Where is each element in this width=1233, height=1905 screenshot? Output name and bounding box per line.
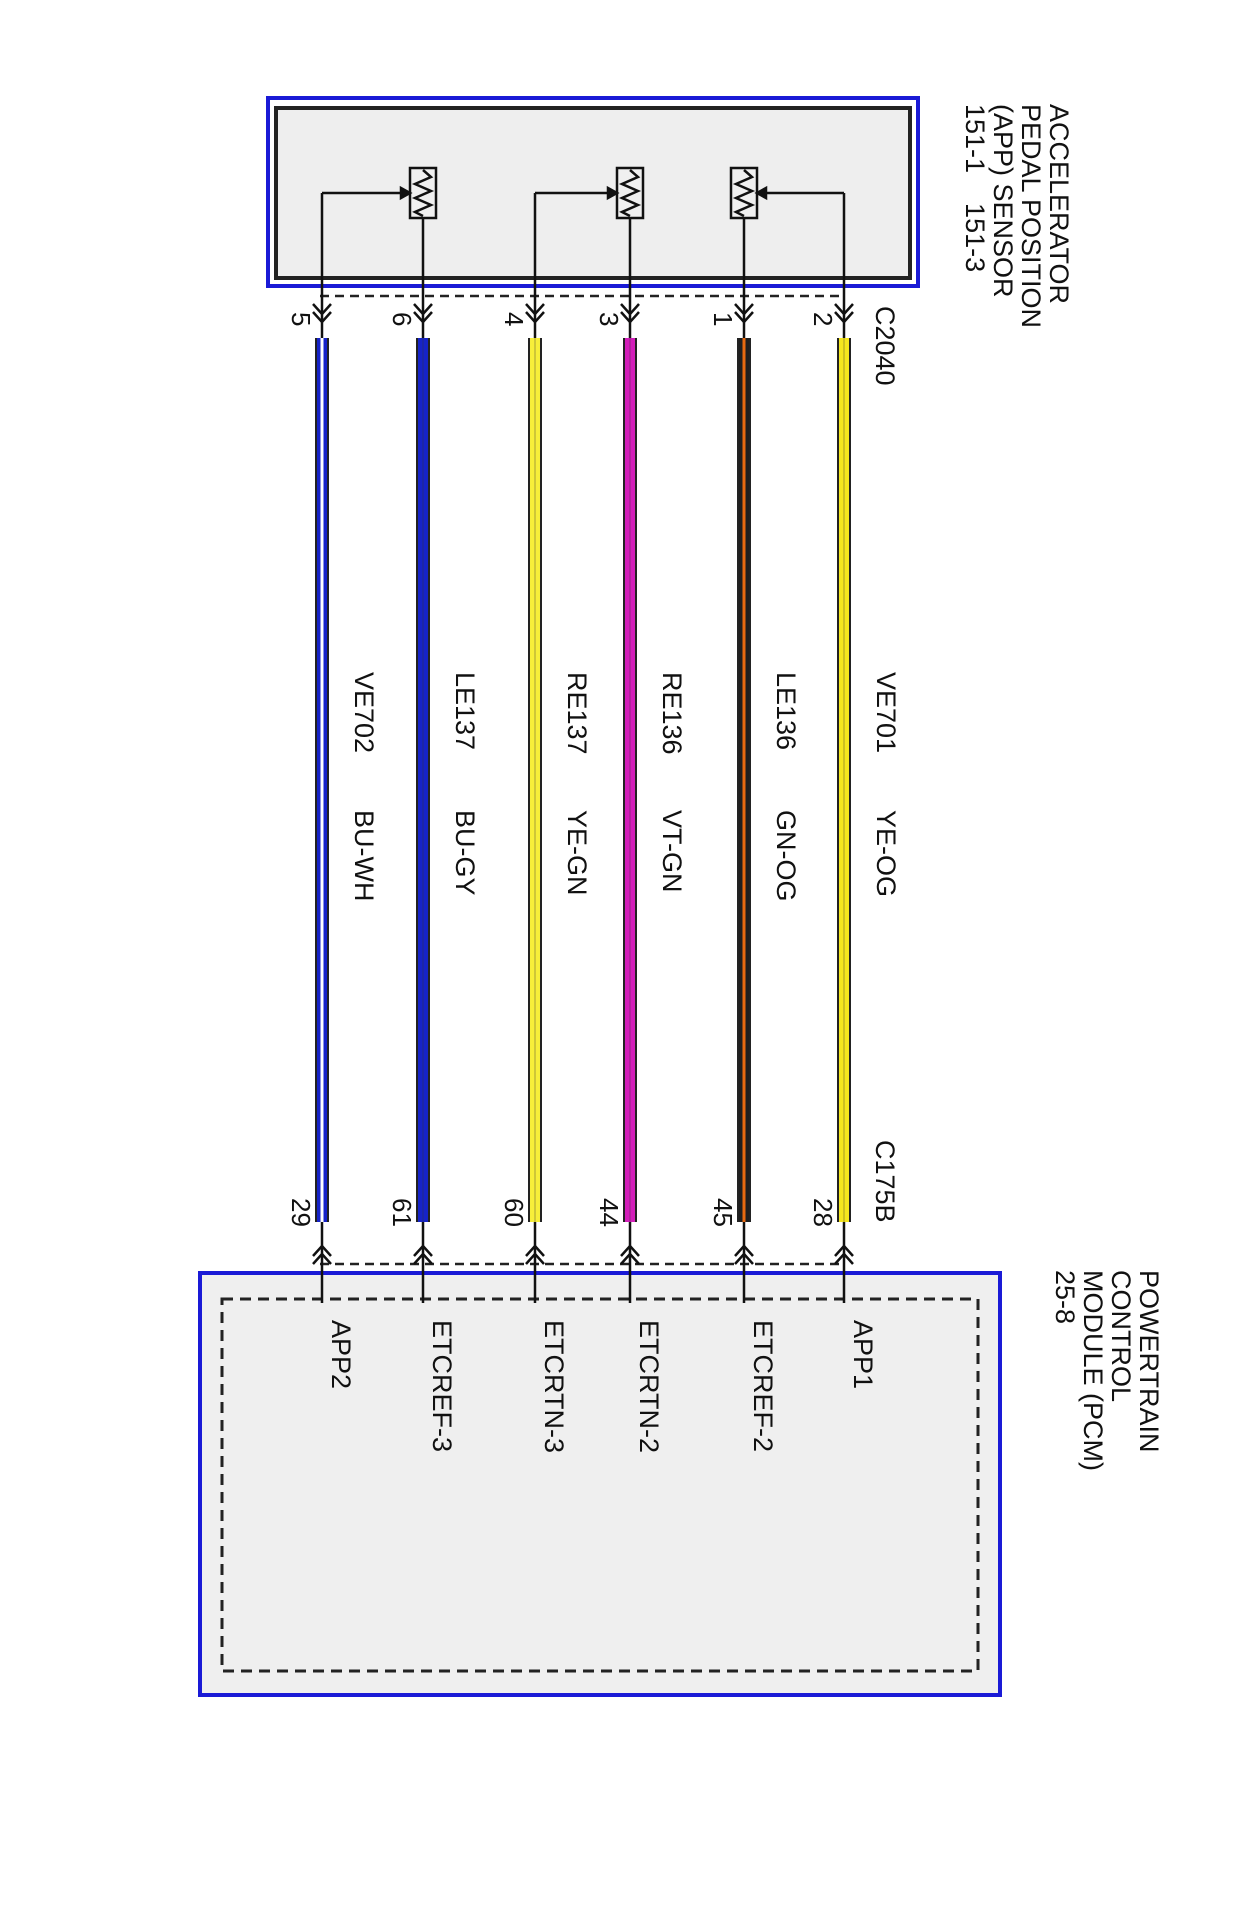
pcm-signal-ETCRTN-3: ETCRTN-3 <box>539 1320 569 1453</box>
pcm-outer-box <box>198 1271 1002 1697</box>
pin-chevron-top-LE137 <box>413 303 433 324</box>
pin-chevron-top-LE136 <box>734 303 754 324</box>
pcm-title-line-1: POWERTRAIN <box>1134 1270 1164 1453</box>
pin-chevron-bottom-LE137 <box>413 1244 433 1265</box>
wire-stripe-RE136 <box>629 338 631 1222</box>
pin-chevron-top-VE701 <box>834 303 854 324</box>
wire-RE136 <box>625 338 635 1222</box>
potentiometer-3-zigzag <box>411 169 435 218</box>
color-code-RE136: VT-GN <box>657 810 687 893</box>
pin-chevron-bottom-VE701 <box>834 1244 854 1265</box>
wire-stripe-VE701 <box>843 338 845 1222</box>
sensor-pin-5: 5 <box>286 312 316 326</box>
pcm-title-line-2: CONTROL <box>1106 1270 1136 1402</box>
connector-c175b-label: C175B <box>870 1140 900 1223</box>
wire-stripe-VE702 <box>320 338 324 1222</box>
pcm-pin-28: 28 <box>808 1198 838 1227</box>
pcm-pin-61: 61 <box>387 1198 417 1227</box>
pin-chevron-top-VE702 <box>312 303 332 324</box>
potentiometer-2-icon <box>615 166 645 220</box>
circuit-label-VE701: VE701 <box>871 672 901 753</box>
pcm-signal-ETCREF-2: ETCREF-2 <box>748 1320 778 1452</box>
sensor-pin-2: 2 <box>808 312 838 326</box>
potentiometer-1-zigzag <box>732 169 756 218</box>
wire-RE137 <box>530 338 540 1222</box>
sensor-title: ACCELERATOR PEDAL POSITION (APP) SENSOR … <box>960 104 1074 328</box>
potentiometer-1-icon <box>729 166 759 220</box>
circuit-label-LE137: LE137 <box>450 672 480 750</box>
circuit-label-RE137: RE137 <box>562 672 592 755</box>
potentiometer-3-icon <box>408 166 438 220</box>
pcm-pin-60: 60 <box>499 1198 529 1227</box>
pin-chevron-top-RE137 <box>525 303 545 324</box>
color-code-RE137: YE-GN <box>562 810 592 896</box>
pcm-pin-45: 45 <box>708 1198 738 1227</box>
sensor-title-line-3: (APP) SENSOR <box>988 104 1018 298</box>
pcm-title-line-4: 25-8 <box>1050 1270 1080 1324</box>
sensor-title-line-2: PEDAL POSITION <box>1016 104 1046 328</box>
pcm-signal-ETCREF-3: ETCREF-3 <box>427 1320 457 1452</box>
pin-chevron-bottom-RE137 <box>525 1244 545 1265</box>
pcm-signal-ETCRTN-2: ETCRTN-2 <box>634 1320 664 1453</box>
sensor-internal-wiring <box>320 166 846 303</box>
wire-stripe-LE137 <box>422 338 424 1222</box>
connector-c2040-label: C2040 <box>870 306 900 386</box>
pin-chevron-top-RE136 <box>620 303 640 324</box>
pcm-signal-APP2: APP2 <box>326 1320 356 1389</box>
color-code-LE137: BU-GY <box>450 810 480 896</box>
circuit-label-LE136: LE136 <box>771 672 801 750</box>
wire-stripe-LE136 <box>742 338 746 1222</box>
color-code-VE701: YE-OG <box>871 810 901 897</box>
circuit-label-VE702: VE702 <box>349 672 379 753</box>
sensor-pin-3: 3 <box>594 312 624 326</box>
wire-LE137 <box>418 338 428 1222</box>
pcm-component <box>198 1271 1002 1697</box>
sensor-pin-1: 1 <box>708 312 738 326</box>
wires-group: 228VE701YE-OGAPP1145LE136GN-OGETCREF-234… <box>286 303 901 1453</box>
app-sensor-outer-box <box>266 96 920 288</box>
pcm-pin-29: 29 <box>286 1198 316 1227</box>
sensor-pin-4: 4 <box>499 312 529 326</box>
pcm-signal-APP1: APP1 <box>848 1320 878 1389</box>
circuit-label-RE136: RE136 <box>657 672 687 755</box>
pin-chevron-bottom-RE136 <box>620 1244 640 1265</box>
color-code-VE702: BU-WH <box>349 810 379 901</box>
pin-chevron-bottom-VE702 <box>312 1244 332 1265</box>
wire-VE701 <box>839 338 849 1222</box>
pcm-pin-44: 44 <box>594 1198 624 1227</box>
sensor-title-line-1: ACCELERATOR <box>1044 104 1074 304</box>
potentiometer-2-zigzag <box>618 169 642 218</box>
sensor-pin-6: 6 <box>387 312 417 326</box>
pin-chevron-bottom-LE136 <box>734 1244 754 1265</box>
color-code-LE136: GN-OG <box>771 810 801 902</box>
pcm-title: POWERTRAIN CONTROL MODULE (PCM) 25-8 <box>1050 1270 1164 1471</box>
pcm-inner-dashed-box <box>220 1297 980 1673</box>
wire-stripe-RE137 <box>534 338 536 1222</box>
pcm-title-line-3: MODULE (PCM) <box>1078 1270 1108 1471</box>
sensor-title-line-4: 151-1 151-3 <box>960 104 990 272</box>
